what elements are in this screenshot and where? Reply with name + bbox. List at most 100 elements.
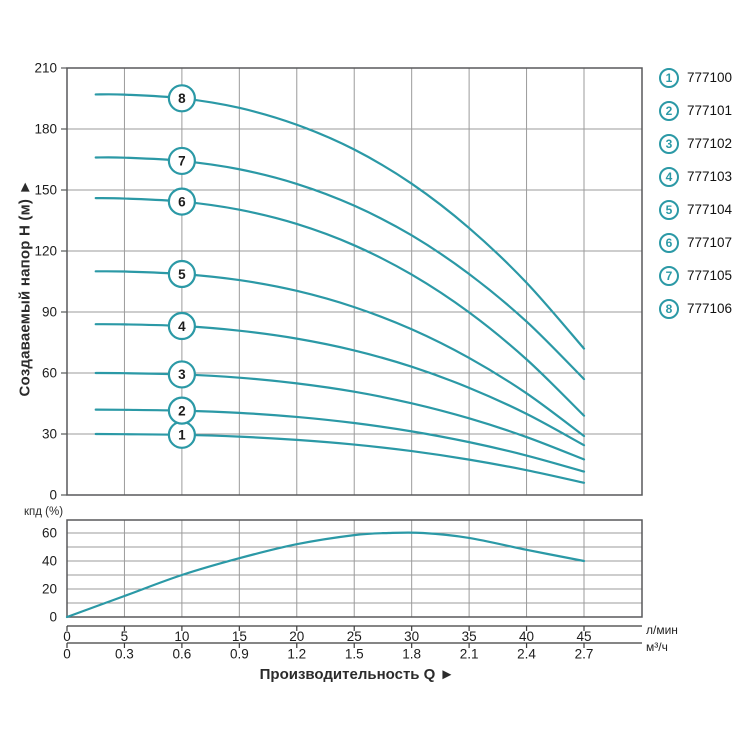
legend-number-badge: 8 bbox=[659, 298, 679, 319]
eff-curve bbox=[65, 531, 586, 619]
svg-text:15: 15 bbox=[232, 629, 247, 644]
svg-text:150: 150 bbox=[34, 183, 57, 198]
legend-item-5: 5 777104 bbox=[659, 199, 749, 220]
efficiency-curve bbox=[65, 531, 586, 619]
legend-number-badge: 2 bbox=[659, 100, 679, 121]
curve-marker-1: 1 bbox=[167, 420, 196, 449]
legend-number-badge: 6 bbox=[659, 232, 679, 253]
legend-model-label: 777104 bbox=[687, 202, 733, 217]
efficiency-axis-label: кпд (%) bbox=[24, 506, 64, 518]
curve-2 bbox=[94, 408, 586, 473]
legend-model-label: 777106 bbox=[687, 301, 733, 316]
legend-item-8: 8 777106 bbox=[659, 298, 749, 319]
svg-text:1: 1 bbox=[178, 428, 186, 443]
svg-text:2.7: 2.7 bbox=[575, 647, 594, 662]
svg-text:90: 90 bbox=[42, 305, 57, 320]
svg-text:60: 60 bbox=[42, 526, 57, 541]
curve-marker-6: 6 bbox=[167, 187, 196, 216]
legend-item-3: 3 777102 bbox=[659, 133, 749, 154]
svg-text:180: 180 bbox=[34, 122, 57, 137]
curve-marker-2: 2 bbox=[167, 396, 196, 425]
svg-text:0.9: 0.9 bbox=[230, 647, 249, 662]
svg-text:40: 40 bbox=[42, 554, 57, 569]
svg-text:6: 6 bbox=[178, 194, 186, 209]
svg-text:20: 20 bbox=[289, 629, 304, 644]
m3h-axis: 0 0.3 0.6 0.9 1.2 1.5 1.8 2.1 2.4 2.7 bbox=[63, 642, 642, 662]
curve-marker-3: 3 bbox=[167, 360, 196, 389]
legend-item-6: 6 777107 bbox=[659, 232, 749, 253]
svg-text:10: 10 bbox=[174, 629, 189, 644]
legend-model-label: 777105 bbox=[687, 268, 733, 283]
curve-marker-7: 7 bbox=[167, 146, 196, 176]
main-plot-grid bbox=[67, 68, 642, 495]
curve-marker-8: 8 bbox=[167, 84, 196, 113]
legend-number-badge: 7 bbox=[659, 265, 679, 286]
svg-text:4: 4 bbox=[178, 319, 186, 334]
curve-6 bbox=[94, 197, 586, 417]
eff-plot-border bbox=[66, 519, 643, 618]
curve-marker-4: 4 bbox=[167, 311, 196, 341]
svg-text:2.4: 2.4 bbox=[517, 647, 536, 662]
x-axis-title: Производительность Q ► bbox=[259, 666, 455, 683]
svg-text:210: 210 bbox=[34, 61, 57, 76]
svg-text:30: 30 bbox=[404, 629, 419, 644]
curve-number-markers: 1 2 3 4 5 6 7 8 bbox=[167, 84, 196, 449]
svg-text:0.3: 0.3 bbox=[115, 647, 134, 662]
x-unit-m3h: м³/ч bbox=[646, 640, 668, 654]
legend-item-4: 4 777103 bbox=[659, 166, 749, 187]
curve-7 bbox=[94, 156, 586, 381]
svg-text:5: 5 bbox=[121, 629, 129, 644]
curve-3 bbox=[94, 371, 586, 461]
legend-model-label: 777100 bbox=[687, 70, 733, 85]
legend-item-7: 7 777105 bbox=[659, 265, 749, 286]
legend-item-1: 1 777100 bbox=[659, 67, 749, 88]
svg-text:35: 35 bbox=[462, 629, 477, 644]
legend-model-label: 777107 bbox=[687, 235, 733, 250]
legend-number-badge: 5 bbox=[659, 199, 679, 220]
svg-text:1.5: 1.5 bbox=[345, 647, 364, 662]
svg-text:30: 30 bbox=[42, 427, 57, 442]
eff-y-labels: 0 20 40 60 bbox=[42, 526, 57, 625]
svg-text:1.8: 1.8 bbox=[402, 647, 421, 662]
legend-model-label: 777101 bbox=[687, 103, 733, 118]
curve-8 bbox=[94, 93, 586, 350]
lmin-axis: 0 5 10 15 20 25 30 35 40 45 bbox=[63, 625, 642, 644]
curve-marker-5: 5 bbox=[167, 259, 196, 289]
svg-text:2: 2 bbox=[178, 403, 186, 418]
svg-text:25: 25 bbox=[347, 629, 362, 644]
svg-text:5: 5 bbox=[178, 267, 186, 282]
svg-text:0: 0 bbox=[63, 647, 71, 662]
curve-5 bbox=[94, 270, 586, 438]
eff-plot-grid bbox=[67, 520, 642, 617]
y-axis-title: Создаваемый напор Н (м) ► bbox=[16, 179, 34, 397]
svg-text:3: 3 bbox=[178, 367, 186, 382]
curve-4 bbox=[94, 323, 586, 447]
svg-text:0: 0 bbox=[63, 629, 71, 644]
legend-number-badge: 4 bbox=[659, 166, 679, 187]
svg-text:0: 0 bbox=[49, 610, 57, 625]
main-y-ticks: 0 30 60 90 120 150 180 210 bbox=[34, 61, 67, 503]
legend-item-2: 2 777101 bbox=[659, 100, 749, 121]
legend: 1 777100 2 777101 3 777102 4 777103 5 77… bbox=[659, 67, 749, 331]
svg-text:0.6: 0.6 bbox=[172, 647, 191, 662]
svg-text:0: 0 bbox=[49, 488, 57, 503]
head-curves bbox=[94, 93, 586, 484]
svg-text:20: 20 bbox=[42, 582, 57, 597]
svg-text:8: 8 bbox=[178, 91, 186, 106]
legend-number-badge: 3 bbox=[659, 133, 679, 154]
x-unit-lmin: л/мин bbox=[646, 623, 678, 637]
main-plot-border bbox=[66, 67, 643, 496]
curve-1 bbox=[94, 432, 586, 484]
svg-text:2.1: 2.1 bbox=[460, 647, 479, 662]
svg-text:45: 45 bbox=[576, 629, 591, 644]
legend-model-label: 777103 bbox=[687, 169, 733, 184]
svg-text:40: 40 bbox=[519, 629, 534, 644]
svg-text:120: 120 bbox=[34, 244, 57, 259]
legend-number-badge: 1 bbox=[659, 67, 679, 88]
svg-text:7: 7 bbox=[178, 154, 186, 169]
svg-text:1.2: 1.2 bbox=[287, 647, 306, 662]
svg-text:60: 60 bbox=[42, 366, 57, 381]
legend-model-label: 777102 bbox=[687, 136, 733, 151]
